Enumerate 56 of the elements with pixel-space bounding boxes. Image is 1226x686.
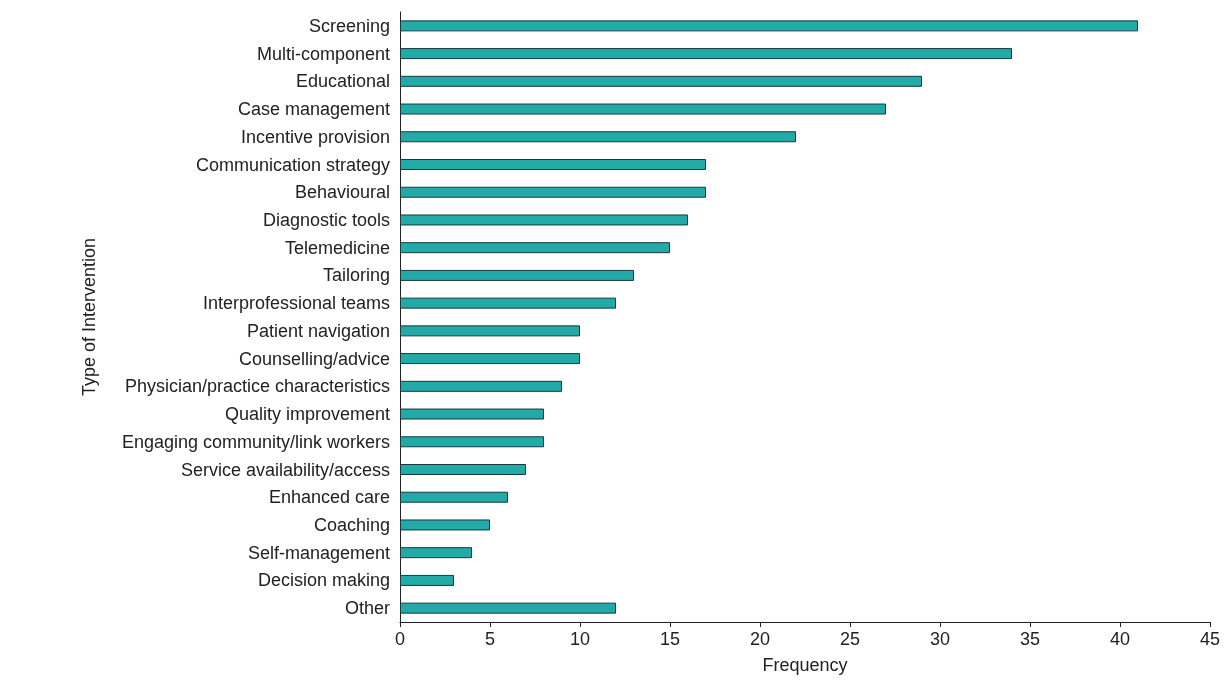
bar [400,602,616,614]
bar [400,214,688,226]
bar [400,48,1012,60]
y-tick-label: Enhanced care [268,487,390,508]
y-tick-label: Multi-component [256,43,390,64]
y-tick-label: Other [344,598,390,619]
bar [400,325,580,337]
bar [400,242,670,254]
y-tick-label: Communication strategy [195,154,390,175]
y-tick-label: Patient navigation [246,320,390,341]
bar [400,103,886,115]
y-tick-label: Physician/practice characteristics [124,376,390,397]
bar [400,159,706,170]
bar [400,20,1138,32]
bar [400,269,634,281]
x-tick-label: 10 [569,629,591,649]
y-tick-label: Coaching [313,514,390,535]
x-tick-label: 25 [839,629,861,649]
bar [400,380,562,392]
y-tick-label: Quality improvement [224,404,390,425]
bar [400,353,580,365]
x-tick-label: 0 [394,629,406,649]
x-tick-label: 35 [1019,629,1041,649]
y-tick-label: Diagnostic tools [262,209,390,230]
y-axis-title: Type of Intervention [78,237,99,397]
bar [400,131,796,143]
bar [400,491,508,503]
bar [400,186,706,198]
bar [400,75,922,87]
bar [400,519,490,531]
y-tick-label: Telemedicine [284,237,390,258]
y-tick-label: Behavioural [294,182,390,203]
y-tick-label: Educational [295,71,390,92]
y-tick-label: Interprofessional teams [202,293,390,314]
bar [400,436,544,448]
x-tick-label: 20 [749,629,771,649]
y-tick-label: Decision making [257,570,390,591]
y-tick-label: Case management [237,99,390,120]
y-tick-label: Engaging community/link workers [121,431,390,452]
bar [400,297,616,309]
x-tick-label: 5 [484,629,496,649]
y-tick-label: Self-management [247,542,390,563]
x-axis-title: Frequency [762,655,848,675]
x-tick-label: 30 [929,629,951,649]
y-tick-label: Service availability/access [180,459,390,480]
x-tick-label: 15 [659,629,681,649]
y-tick-label: Tailoring [322,265,390,286]
bar [400,574,454,586]
bar [400,408,544,420]
y-tick-label: Incentive provision [240,126,390,147]
x-tick-label: 40 [1109,629,1131,649]
x-tick-label: 45 [1199,629,1221,649]
bar [400,464,526,475]
y-tick-label: Screening [308,15,390,36]
y-tick-label: Counselling/advice [238,348,390,369]
bar [400,547,472,559]
